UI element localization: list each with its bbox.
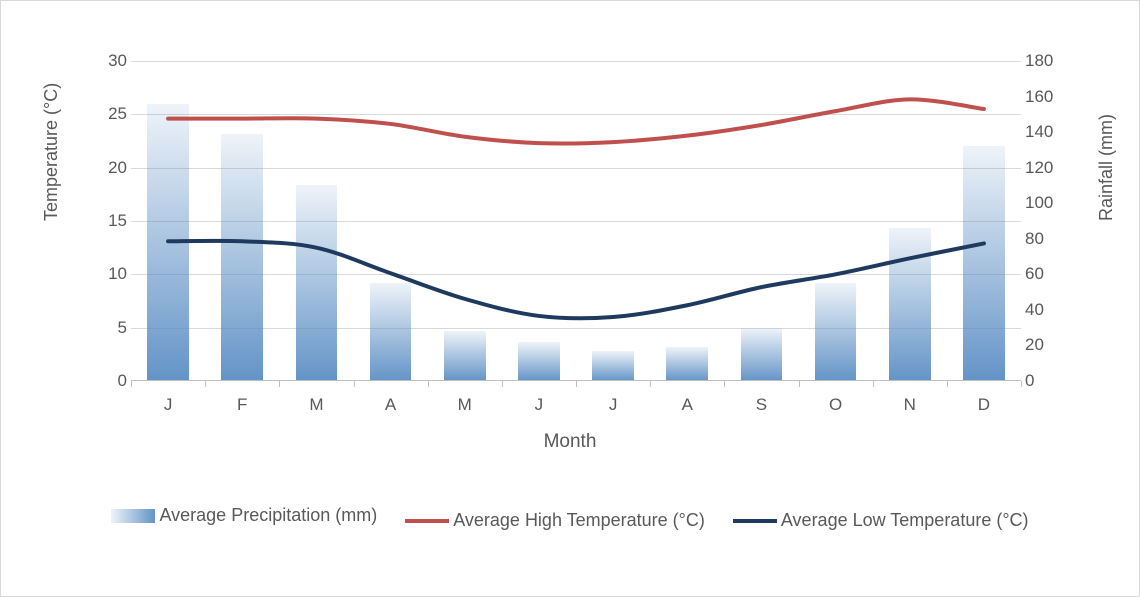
climate-chart: Temperature (°C) Rainfall (mm) 0 5 10 15 20 2… bbox=[0, 0, 1140, 597]
temperature-lines bbox=[131, 61, 1021, 381]
y-right-tick: 180 bbox=[1025, 51, 1053, 71]
legend-item-low: Average Low Temperature (°C) bbox=[733, 510, 1029, 531]
x-tick-label: M bbox=[458, 395, 472, 415]
chart-legend: Average Precipitation (mm) Average High T… bbox=[1, 505, 1139, 531]
y-right-tick: 120 bbox=[1025, 158, 1053, 178]
y-right-tick: 20 bbox=[1025, 335, 1044, 355]
y-right-tick: 80 bbox=[1025, 229, 1044, 249]
y-right-tick: 60 bbox=[1025, 264, 1044, 284]
legend-label: Average Low Temperature (°C) bbox=[781, 510, 1029, 531]
x-tick-label: M bbox=[309, 395, 323, 415]
legend-swatch-line bbox=[733, 519, 777, 523]
y-left-tick: 20 bbox=[108, 158, 127, 178]
x-tick-label: O bbox=[829, 395, 842, 415]
x-axis: JFMAMJJASOND bbox=[131, 387, 1021, 427]
y-left-tick: 0 bbox=[118, 371, 127, 391]
y-axis-right: 020406080100120140160180 bbox=[1025, 61, 1071, 381]
low-line bbox=[168, 241, 984, 318]
legend-item-precip: Average Precipitation (mm) bbox=[111, 505, 377, 526]
x-tick-label: D bbox=[978, 395, 990, 415]
legend-swatch-bar bbox=[111, 509, 155, 523]
y-right-tick: 40 bbox=[1025, 300, 1044, 320]
x-tick-label: J bbox=[535, 395, 544, 415]
y-right-tick: 0 bbox=[1025, 371, 1034, 391]
y-left-tick: 5 bbox=[118, 318, 127, 338]
x-tick-label: N bbox=[904, 395, 916, 415]
y-left-tick: 30 bbox=[108, 51, 127, 71]
y-axis-left: 051015202530 bbox=[91, 61, 127, 381]
y-right-tick: 100 bbox=[1025, 193, 1053, 213]
x-tick-label: J bbox=[609, 395, 618, 415]
legend-label: Average Precipitation (mm) bbox=[159, 505, 377, 526]
x-tick-label: J bbox=[164, 395, 173, 415]
y-left-tick: 15 bbox=[108, 211, 127, 231]
y-left-tick: 10 bbox=[108, 264, 127, 284]
x-tick-label: S bbox=[756, 395, 767, 415]
legend-item-high: Average High Temperature (°C) bbox=[405, 510, 705, 531]
y-right-tick: 160 bbox=[1025, 87, 1053, 107]
y-right-tick: 140 bbox=[1025, 122, 1053, 142]
x-tick-label: A bbox=[385, 395, 396, 415]
y-axis-right-label: Rainfall (mm) bbox=[1096, 114, 1117, 221]
legend-label: Average High Temperature (°C) bbox=[453, 510, 705, 531]
legend-swatch-line bbox=[405, 519, 449, 523]
high-line bbox=[168, 99, 984, 143]
y-left-tick: 25 bbox=[108, 104, 127, 124]
y-axis-left-label: Temperature (°C) bbox=[41, 83, 62, 221]
plot-area bbox=[131, 61, 1021, 381]
x-cat-tick bbox=[1021, 381, 1022, 387]
x-axis-label: Month bbox=[1, 431, 1139, 453]
x-tick-label: A bbox=[682, 395, 693, 415]
x-tick-label: F bbox=[237, 395, 247, 415]
